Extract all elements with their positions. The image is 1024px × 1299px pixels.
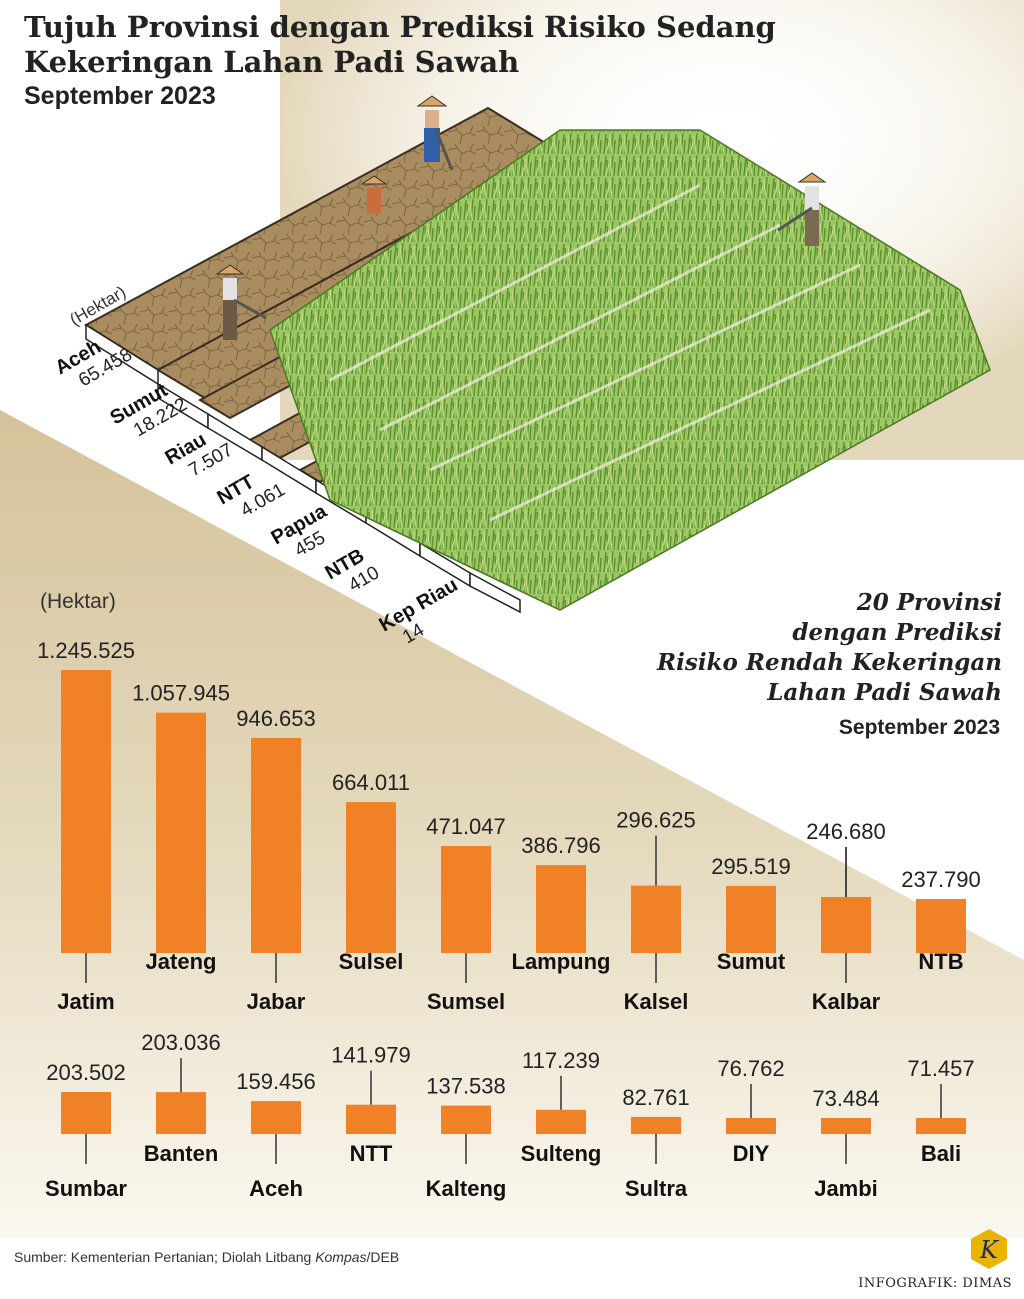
province-label: Kalsel (624, 989, 689, 1014)
low-risk-bar-chart: 1.245.525 Jatim 1.057.945 Jateng 946.653 Jaba… (37, 638, 981, 1201)
bar (631, 1116, 681, 1134)
value-label: 295.519 (711, 854, 791, 879)
province-label: NTB (918, 949, 963, 974)
province-label: Bali (921, 1141, 961, 1166)
value-label: 946.653 (236, 706, 316, 731)
value-label: 471.047 (426, 814, 506, 839)
value-label: 664.011 (332, 770, 410, 795)
value-label: 82.761 (622, 1085, 689, 1110)
province-label: Sumsel (427, 989, 505, 1014)
bar (916, 1118, 966, 1134)
value-label: 137.538 (426, 1074, 506, 1099)
bar (156, 1092, 206, 1134)
province-label: Sumbar (45, 1176, 127, 1201)
province-label: Sulteng (521, 1141, 602, 1166)
bar (61, 1092, 111, 1134)
beige-band (0, 410, 1024, 1238)
province-label: Jambi (814, 1176, 878, 1201)
field-rows (329, 183, 931, 522)
svg-text:K: K (979, 1236, 1000, 1264)
province-label: Sultra (625, 1176, 688, 1201)
farmer-figures (215, 95, 827, 340)
value-label: 73.484 (812, 1086, 879, 1111)
province-label: DIY (733, 1141, 770, 1166)
value-label: 76.762 (717, 1056, 784, 1081)
bar (346, 802, 396, 953)
bar (726, 885, 776, 953)
value-label: 203.502 (46, 1060, 126, 1085)
province-label: Jateng (146, 949, 217, 974)
rice-field (269, 129, 991, 611)
province-label: Sumut (717, 949, 786, 974)
infographic-credit: INFOGRAFIK: DIMAS (858, 1276, 1012, 1291)
bar (156, 712, 206, 953)
province-label: Kalteng (426, 1176, 507, 1201)
bar (251, 1101, 301, 1134)
page-title: Tujuh Provinsi dengan Prediksi Risiko Se… (24, 10, 776, 79)
bar (726, 1118, 776, 1134)
bar (916, 898, 966, 953)
province-label: Lampung (512, 949, 611, 974)
province-label: Sulsel (339, 949, 404, 974)
value-label: 1.245.525 (37, 638, 135, 663)
value-label: 1.057.945 (132, 681, 230, 706)
value-label: 386.796 (521, 833, 601, 858)
kompas-logo-icon: K (971, 1229, 1007, 1269)
value-label: 237.790 (901, 867, 981, 892)
value-label: 71.457 (907, 1056, 974, 1081)
bar (821, 1118, 871, 1134)
bar (251, 737, 301, 953)
value-label: 117.239 (522, 1048, 600, 1073)
province-label: Aceh (249, 1176, 303, 1201)
bar (61, 670, 111, 953)
province-label: Jabar (247, 989, 306, 1014)
province-label: NTT (350, 1141, 393, 1166)
bar (821, 896, 871, 953)
bar (536, 865, 586, 953)
page-subtitle: September 2023 (24, 82, 216, 110)
value-label: 296.625 (616, 808, 696, 833)
province-label: Banten (144, 1141, 219, 1166)
source-note: Sumber: Kementerian Pertanian; Diolah Li… (14, 1249, 400, 1265)
bar (346, 1104, 396, 1134)
bar (441, 845, 491, 953)
value-label: 203.036 (141, 1030, 221, 1055)
province-label: Kalbar (812, 989, 881, 1014)
low-risk-title: 20 Provinsi dengan Prediksi Risiko Renda… (657, 589, 1002, 706)
value-label: 159.456 (236, 1069, 316, 1094)
value-label: 246.680 (806, 819, 886, 844)
bar (536, 1109, 586, 1134)
province-label: Jatim (57, 989, 114, 1014)
bars-unit-label: (Hektar) (40, 590, 116, 613)
value-label: 141.979 (331, 1043, 411, 1068)
bar (441, 1105, 491, 1134)
bar (631, 885, 681, 953)
low-risk-date: September 2023 (838, 716, 1000, 739)
